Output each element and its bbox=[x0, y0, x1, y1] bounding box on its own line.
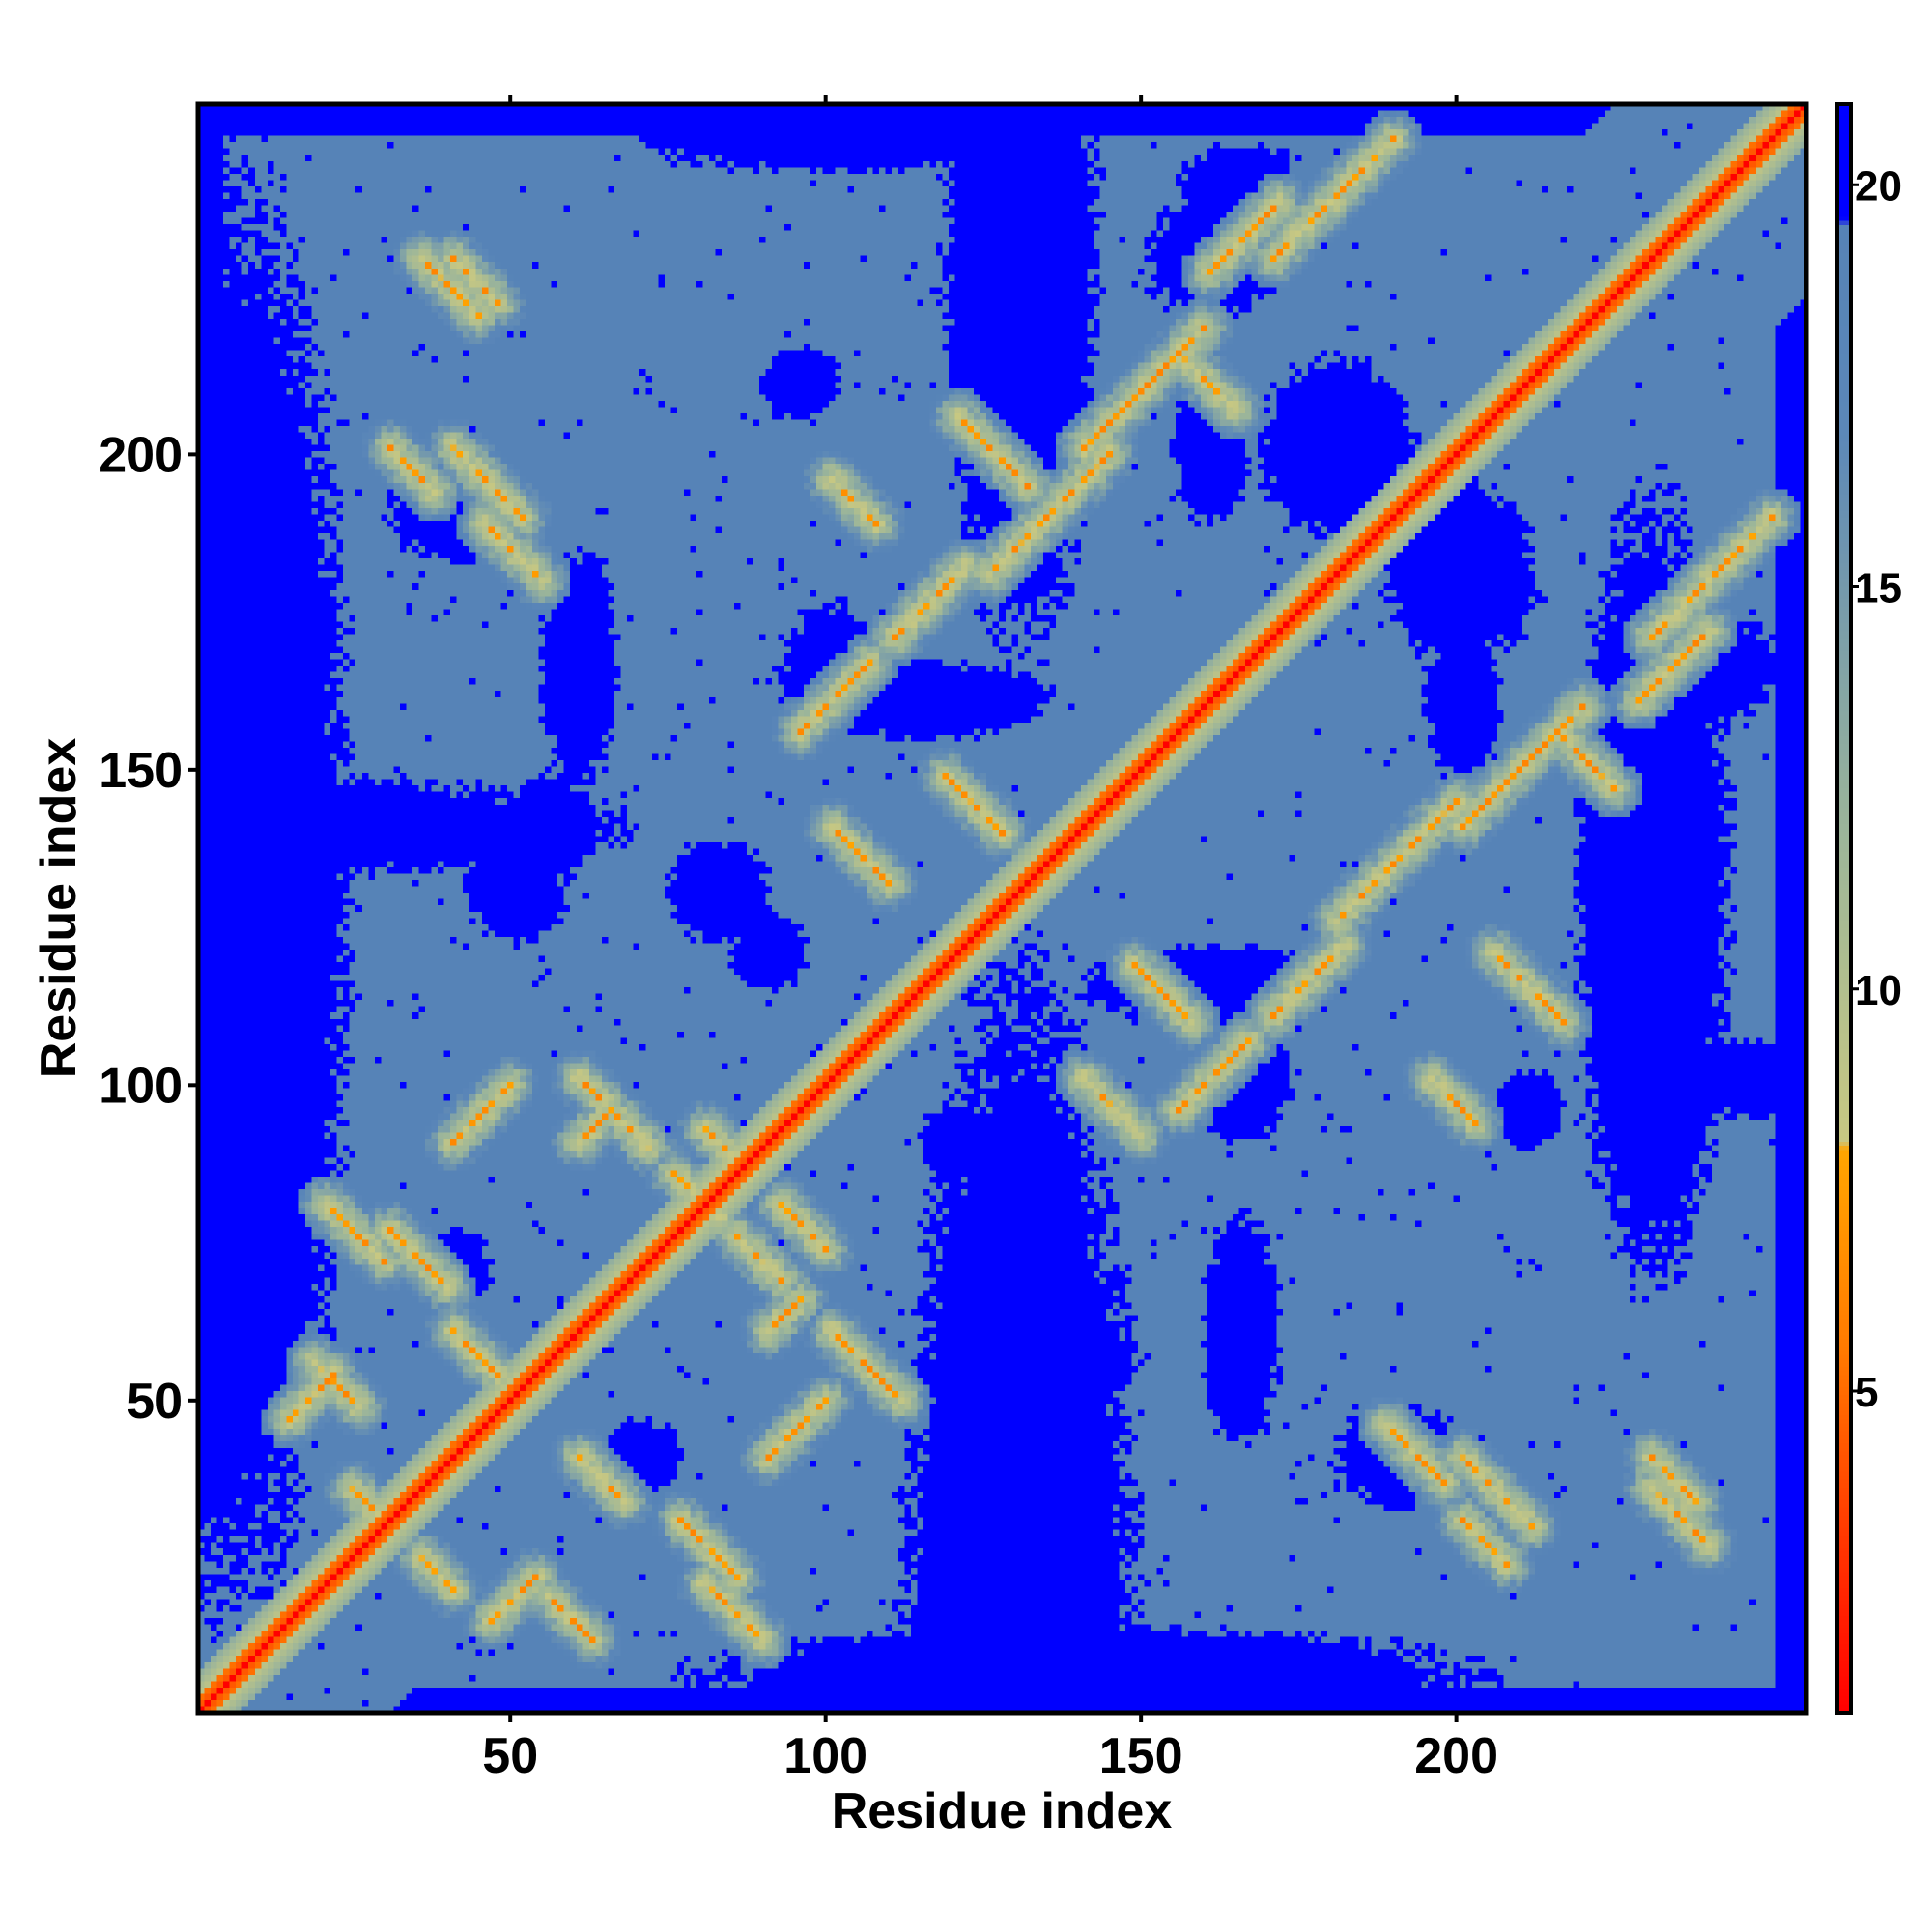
y-axis-ticks: 50 100 150 200 bbox=[99, 427, 198, 1430]
y-tick-label: 100 bbox=[99, 1058, 183, 1114]
x-tick-label: 150 bbox=[1099, 1728, 1183, 1784]
x-tick-label: 50 bbox=[482, 1728, 538, 1784]
colorbar-tick-label: 15 bbox=[1855, 565, 1902, 612]
x-tick-label: 200 bbox=[1414, 1728, 1498, 1784]
y-tick-label: 200 bbox=[99, 427, 183, 483]
colorbar-tick-label: 5 bbox=[1855, 1369, 1878, 1416]
x-axis-title: Residue index bbox=[832, 1783, 1173, 1839]
plot-frame bbox=[195, 101, 1809, 1716]
distance-heatmap bbox=[198, 104, 1806, 1713]
y-tick-label: 150 bbox=[99, 743, 183, 799]
y-axis-title: Residue index bbox=[31, 738, 87, 1079]
y-tick-label: 50 bbox=[127, 1374, 183, 1430]
colorbar-gradient bbox=[1837, 104, 1851, 1713]
colorbar-tick-label: 20 bbox=[1855, 162, 1902, 210]
colorbar-frame bbox=[1835, 102, 1853, 1715]
colorbar-tick-label: 10 bbox=[1855, 967, 1902, 1014]
x-tick-label: 100 bbox=[783, 1728, 867, 1784]
x-axis-ticks: 50 100 150 200 bbox=[482, 95, 1498, 1784]
colorbar-ticks: 5 10 15 20 bbox=[1851, 162, 1902, 1416]
